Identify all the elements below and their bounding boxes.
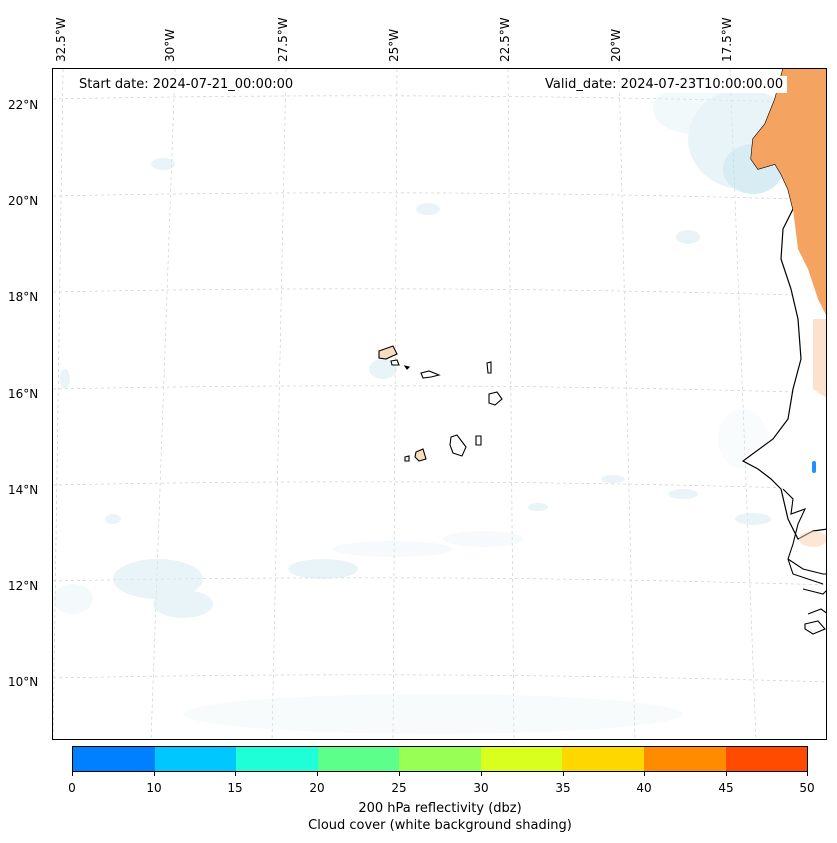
cloud-patch: [416, 203, 440, 215]
colorbar-tick: [235, 772, 236, 776]
island-santiago: [449, 434, 467, 457]
lon-label-17-5w: 17.5°W: [720, 17, 734, 62]
lat-label-22n: 22°N: [8, 98, 39, 112]
colorbar-tick-label: 35: [555, 781, 571, 795]
parallel-18n: [53, 288, 826, 297]
coastline-south: [782, 488, 826, 635]
colorbar-segment: [725, 747, 808, 771]
cloud-patch: [60, 369, 70, 389]
island-sao-nicolau: [420, 370, 441, 379]
parallel-22n: [53, 95, 826, 104]
lat-label-14n: 14°N: [8, 483, 39, 497]
lat-label-18n: 18°N: [8, 290, 39, 304]
meridian-20w: [618, 69, 636, 739]
cloud-patch: [183, 694, 683, 734]
colorbar-tick: [317, 772, 318, 776]
lon-label-22-5w: 22.5°W: [498, 17, 512, 62]
map-panel[interactable]: [52, 68, 827, 740]
cloud-patch: [443, 531, 523, 547]
parallel-14n: [53, 481, 826, 490]
cloud-cover: [53, 84, 798, 734]
cloud-patch: [735, 513, 771, 525]
colorbar-tick-label: 45: [718, 781, 734, 795]
parallel-20n: [53, 192, 826, 201]
cloud-patch: [153, 590, 213, 618]
island-sao-vicente: [390, 359, 400, 366]
meridian-25w: [392, 69, 398, 739]
colorbar-tick: [154, 772, 155, 776]
meridian-22-5w: [507, 69, 515, 739]
colorbar-segment: [480, 747, 563, 771]
lon-label-20w: 20°W: [609, 28, 623, 62]
start-date-label: Start date: 2024-07-21_00:00:00: [75, 76, 298, 93]
colorbar-tick: [72, 772, 73, 776]
cloud-patch: [528, 503, 548, 511]
meridian-27-5w: [271, 69, 287, 739]
cloud-patch: [653, 84, 733, 134]
meridian-30w: [150, 69, 176, 739]
lon-label-25w: 25°W: [387, 28, 401, 62]
cloud-patch: [601, 475, 625, 483]
cloud-patch: [333, 541, 453, 557]
reflectivity-cell: [812, 461, 816, 473]
colorbar-tick-label: 40: [636, 781, 652, 795]
parallel-16n: [53, 385, 826, 394]
colorbar-tick-label: 25: [391, 781, 407, 795]
lon-label-32-5w: 32.5°W: [54, 17, 68, 62]
colorbar-segment: [317, 747, 400, 771]
colorbar-segment: [643, 747, 726, 771]
valid-date-label: Valid_date: 2024-07-23T10:00:00.00: [541, 76, 788, 93]
island-santa-luzia: [403, 365, 411, 370]
meridian-32-5w: [53, 69, 64, 739]
cape-verde-islands: [378, 345, 503, 462]
land-shading-faint: [813, 319, 826, 398]
island-santo-antao: [378, 345, 398, 360]
island-fogo: [414, 448, 427, 462]
colorbar-tick: [807, 772, 808, 776]
lon-label-27-5w: 27.5°W: [276, 17, 290, 62]
colorbar-tick-label: 30: [473, 781, 489, 795]
cloud-patch: [113, 559, 203, 599]
colorbar-tick-label: 0: [68, 781, 76, 795]
colorbar-segment: [562, 747, 644, 771]
map-canvas: [53, 69, 826, 739]
colorbar-tick-label: 20: [309, 781, 325, 795]
colorbar-tick: [399, 772, 400, 776]
dry-land-shading: [751, 69, 826, 315]
island-maio: [475, 435, 482, 446]
lat-label-10n: 10°N: [8, 675, 39, 689]
lat-label-16n: 16°N: [8, 387, 39, 401]
colorbar-segment: [73, 747, 155, 771]
colorbar-tick-label: 50: [799, 781, 815, 795]
colorbar-tick: [644, 772, 645, 776]
cloud-patch: [676, 230, 700, 244]
colorbar-tick: [563, 772, 564, 776]
cloud-patch: [288, 559, 358, 579]
cloud-patch: [53, 584, 93, 614]
lon-label-30w: 30°W: [163, 28, 177, 62]
colorbar-segment: [154, 747, 237, 771]
colorbar-subtitle: Cloud cover (white background shading): [308, 818, 572, 833]
parallel-10n: [53, 674, 826, 683]
land-shading-faint: [799, 531, 826, 547]
colorbar-segment: [236, 747, 318, 771]
cloud-patch: [369, 359, 397, 379]
colorbar: [72, 746, 808, 772]
colorbar-tick: [726, 772, 727, 776]
colorbar-title: 200 hPa reflectivity (dbz): [358, 801, 522, 816]
meridian-17-5w: [729, 69, 757, 739]
cloud-patch: [668, 489, 698, 499]
colorbar-segment: [399, 747, 481, 771]
lat-label-12n: 12°N: [8, 579, 39, 593]
island-sal: [486, 361, 492, 374]
island-brava: [404, 455, 410, 462]
cloud-patch: [151, 158, 175, 170]
island-boa-vista: [488, 391, 503, 406]
colorbar-tick-label: 10: [146, 781, 162, 795]
colorbar-tick: [481, 772, 482, 776]
colorbar-tick-label: 15: [227, 781, 243, 795]
cloud-patch: [105, 514, 121, 524]
lat-label-20n: 20°N: [8, 194, 39, 208]
